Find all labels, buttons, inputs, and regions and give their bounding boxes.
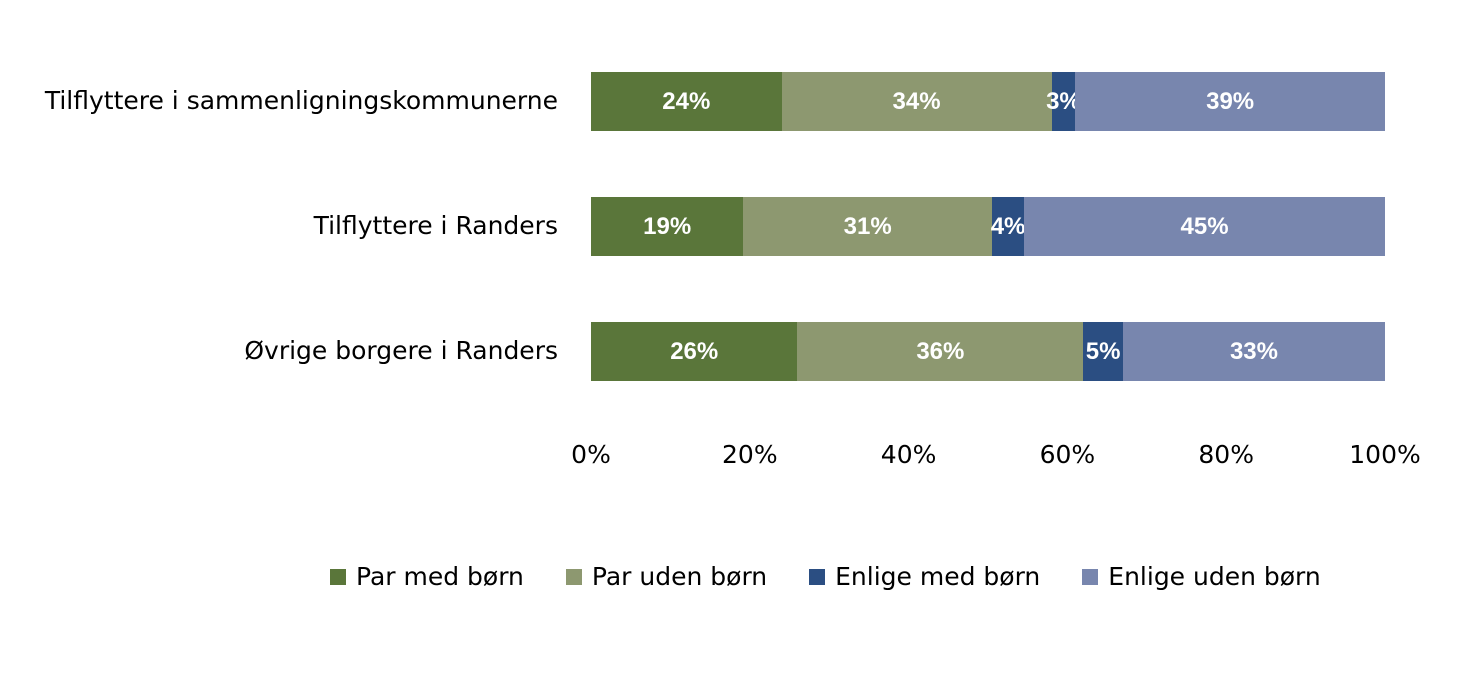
legend-swatch-icon: [809, 568, 826, 585]
legend-label: Enlige med børn: [835, 562, 1041, 591]
x-axis-tick-label: 0%: [571, 440, 611, 469]
legend-item: Enlige uden børn: [1082, 562, 1321, 591]
legend-item: Par uden børn: [565, 562, 768, 591]
x-axis-tick-label: 40%: [880, 440, 937, 469]
x-axis-tick-label: 100%: [1349, 440, 1421, 469]
bar-segment: 24%: [591, 72, 782, 131]
category-label: Tilflyttere i sammenligningskommunerne: [44, 86, 558, 115]
bar-segment: 45%: [1024, 197, 1385, 256]
bar-segment: 36%: [797, 322, 1084, 381]
bar-segment: 4%: [991, 197, 1025, 256]
bar-row: 24% 34% 3% 39%: [591, 72, 1385, 131]
category-label: Øvrige borgere i Randers: [244, 336, 558, 365]
x-axis-tick-label: 80%: [1198, 440, 1254, 469]
bar-segment: 34%: [781, 72, 1052, 131]
bar-segment: 5%: [1083, 322, 1123, 381]
legend-item: Enlige med børn: [809, 562, 1040, 591]
legend-label: Par uden børn: [591, 562, 768, 591]
bar-row: 19% 31% 4% 45%: [591, 197, 1385, 256]
legend-label: Enlige uden børn: [1108, 562, 1321, 591]
bar-segment: 33%: [1122, 322, 1385, 381]
bar-segment: 26%: [591, 322, 798, 381]
bar-segment: 19%: [591, 197, 744, 256]
x-axis-tick-label: 60%: [1039, 440, 1096, 469]
bar-segment: 3%: [1046, 72, 1081, 131]
bar-segment: 39%: [1075, 72, 1385, 131]
legend-swatch-icon: [330, 568, 346, 585]
legend: Par med børn Par uden børn Enlige med børn…: [330, 562, 1321, 591]
bar-row: 26% 36% 5% 33%: [591, 322, 1385, 381]
legend-item: Par med børn: [330, 562, 524, 591]
category-label: Tilflyttere i Randers: [313, 211, 558, 240]
legend-swatch-icon: [565, 568, 582, 585]
bar-segment: 31%: [743, 197, 992, 256]
legend-label: Par med børn: [356, 562, 524, 591]
x-axis-tick-label: 20%: [722, 440, 778, 469]
legend-swatch-icon: [1082, 568, 1099, 585]
